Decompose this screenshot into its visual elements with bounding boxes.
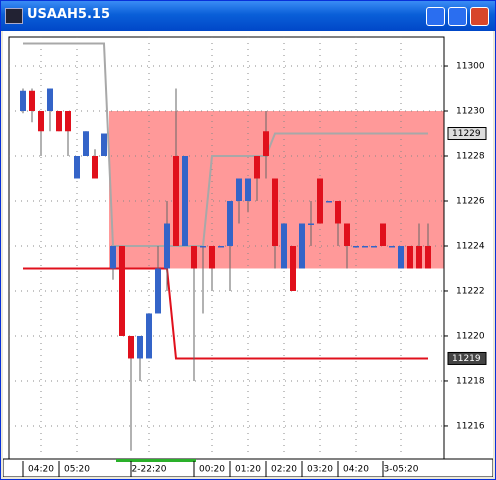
candle-body (38, 111, 44, 132)
candle-body (335, 200, 341, 224)
y-tick-label: 11224 (456, 241, 485, 251)
title-bar: USAAH5.15 (1, 1, 495, 31)
candle-body (191, 245, 197, 269)
y-tick-label: 11216 (456, 421, 485, 431)
candle-body (272, 178, 278, 246)
x-tick-label: 02:20 (271, 465, 297, 475)
candle-body (380, 223, 386, 246)
candle-body (56, 111, 62, 132)
candle-body (65, 111, 71, 132)
candle-body (101, 133, 107, 157)
x-tick-label: 04:20 (343, 465, 369, 475)
candle-body (182, 156, 188, 246)
x-tick-label: 04:20 (28, 465, 54, 475)
candle-body (74, 156, 80, 179)
candle-body (200, 245, 206, 248)
x-tick-label: 01:20 (235, 465, 261, 475)
y-tick-label: 11220 (456, 331, 485, 341)
price-label: 11229 (452, 129, 481, 139)
candle-body (110, 245, 116, 269)
upper-line (23, 42, 428, 247)
candle-body (290, 245, 296, 291)
candle-body (92, 156, 98, 179)
candle-body (227, 200, 233, 246)
x-tick-label: 05:20 (64, 465, 90, 475)
candle-body (362, 245, 368, 248)
lower-line (23, 267, 428, 360)
minimize-button[interactable] (426, 7, 445, 26)
candle-body (119, 245, 125, 336)
candle-body (416, 245, 422, 269)
y-tick-label: 11228 (456, 152, 485, 162)
x-axis-strip (3, 458, 493, 477)
candle-body (326, 200, 332, 203)
candle-body (254, 156, 260, 179)
price-label-box (447, 351, 487, 365)
maximize-button[interactable] (448, 7, 467, 26)
candle-body (137, 335, 143, 359)
candle-body (173, 156, 179, 246)
candle-body (398, 245, 404, 269)
candle-body (407, 245, 413, 269)
candle-body (299, 223, 305, 269)
y-tick-label: 11218 (456, 376, 485, 386)
candle-body (263, 131, 269, 157)
y-tick-label: 11226 (456, 196, 485, 206)
price-label-box (447, 127, 487, 141)
candle-body (29, 90, 35, 112)
price-label: 11219 (452, 354, 481, 364)
candle-body (344, 223, 350, 246)
candle-body (20, 90, 26, 112)
candle-body (218, 245, 224, 248)
candle-body (371, 245, 377, 248)
candle-body (146, 313, 152, 359)
close-button[interactable] (470, 7, 489, 26)
candle-body (164, 223, 170, 269)
candle-body (281, 223, 287, 269)
window-title: USAAH5.15 (27, 7, 110, 22)
candle-body (245, 178, 251, 201)
candle-body (209, 245, 215, 269)
x-tick-label: 03:20 (307, 465, 333, 475)
candle-body (83, 131, 89, 157)
x-tick-label: 3-05:20 (384, 465, 419, 475)
candle-body (155, 268, 161, 314)
y-tick-label: 11230 (456, 107, 485, 117)
x-tick-label: 00:20 (199, 465, 225, 475)
candle-body (425, 245, 431, 269)
y-tick-label: 11300 (456, 62, 485, 72)
candle-body (353, 245, 359, 248)
y-tick-label: 11222 (456, 286, 485, 296)
session-bar (116, 459, 196, 462)
candle-body (308, 223, 314, 225)
candle-body (47, 88, 53, 112)
candle-body (128, 335, 134, 359)
candle-body (317, 178, 323, 224)
x-tick-label: 2-22:20 (132, 465, 167, 475)
app-icon (5, 8, 23, 24)
candle-body (236, 178, 242, 201)
candle-body (389, 245, 395, 248)
chart: 11216 11218 11220 11222 11224 11226 11228 11230… (3, 31, 493, 477)
